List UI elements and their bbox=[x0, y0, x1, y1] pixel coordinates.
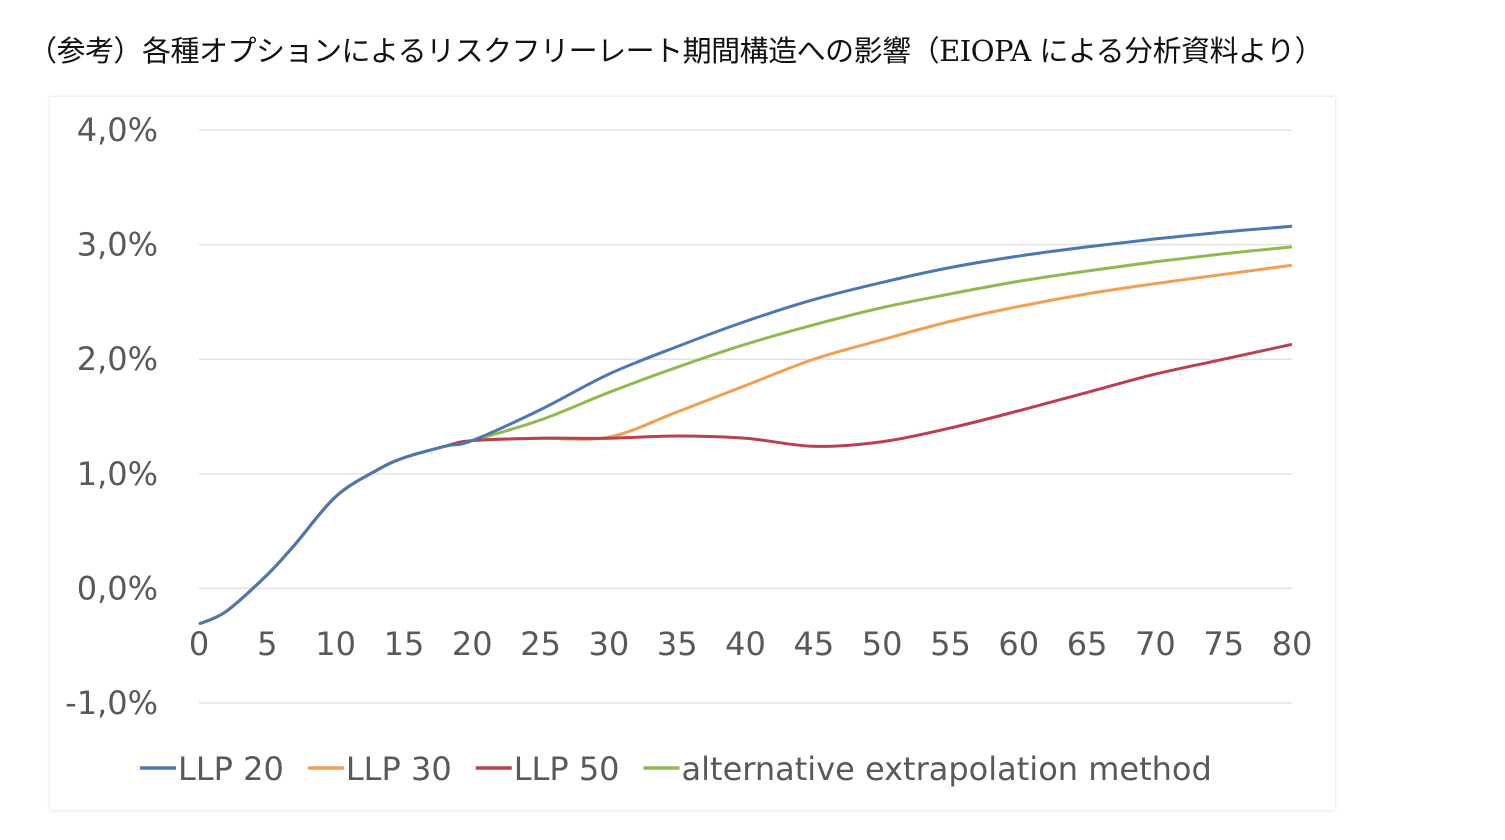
y-tick-label: 0,0% bbox=[77, 569, 158, 607]
x-tick-label: 35 bbox=[657, 625, 698, 663]
series-line-llp-20 bbox=[198, 224, 1293, 626]
y-tick-label: -1,0% bbox=[65, 684, 158, 722]
legend-label: LLP 50 bbox=[514, 750, 620, 788]
legend-label: alternative extrapolation method bbox=[682, 750, 1212, 788]
x-tick-label: 30 bbox=[589, 625, 630, 663]
x-tick-label: 5 bbox=[257, 625, 277, 663]
x-tick-label: 15 bbox=[384, 625, 425, 663]
x-tick-label: 70 bbox=[1135, 625, 1176, 663]
series-line-alternative-extrapolation-method bbox=[198, 245, 1293, 626]
x-tick-label: 75 bbox=[1203, 625, 1244, 663]
legend-label: LLP 20 bbox=[178, 750, 284, 788]
x-tick-label: 45 bbox=[793, 625, 834, 663]
x-tick-label: 65 bbox=[1067, 625, 1108, 663]
x-tick-label: 25 bbox=[520, 625, 561, 663]
x-axis-ticks: 0 5 10 15 20 25 30 35 40 45 50 55 60 65 70 75 80 bbox=[189, 625, 1313, 663]
y-axis-ticks: 4,0% 3,0% 2,0% 1,0% 0,0% -1,0% bbox=[65, 111, 158, 722]
legend: LLP 20 LLP 30 LLP 50 alternative extrapolat… bbox=[140, 750, 1212, 788]
series-lines bbox=[198, 224, 1293, 626]
y-tick-label: 2,0% bbox=[77, 340, 158, 378]
legend-label: LLP 30 bbox=[346, 750, 452, 788]
x-tick-label: 50 bbox=[862, 625, 903, 663]
x-tick-label: 60 bbox=[998, 625, 1039, 663]
figure-title: （参考）各種オプションによるリスクフリーレート期間構造への影響（EIOPA によ… bbox=[28, 34, 1324, 68]
y-tick-label: 4,0% bbox=[77, 111, 158, 149]
chart-panel bbox=[50, 97, 1335, 810]
x-tick-label: 80 bbox=[1272, 625, 1313, 663]
x-tick-label: 0 bbox=[189, 625, 209, 663]
x-tick-label: 55 bbox=[930, 625, 971, 663]
series-line-llp-30 bbox=[198, 263, 1293, 626]
x-tick-label: 40 bbox=[725, 625, 766, 663]
gridlines bbox=[199, 129, 1292, 704]
x-tick-label: 10 bbox=[315, 625, 356, 663]
y-tick-label: 1,0% bbox=[77, 455, 158, 493]
y-tick-label: 3,0% bbox=[77, 226, 158, 264]
x-tick-label: 20 bbox=[452, 625, 493, 663]
